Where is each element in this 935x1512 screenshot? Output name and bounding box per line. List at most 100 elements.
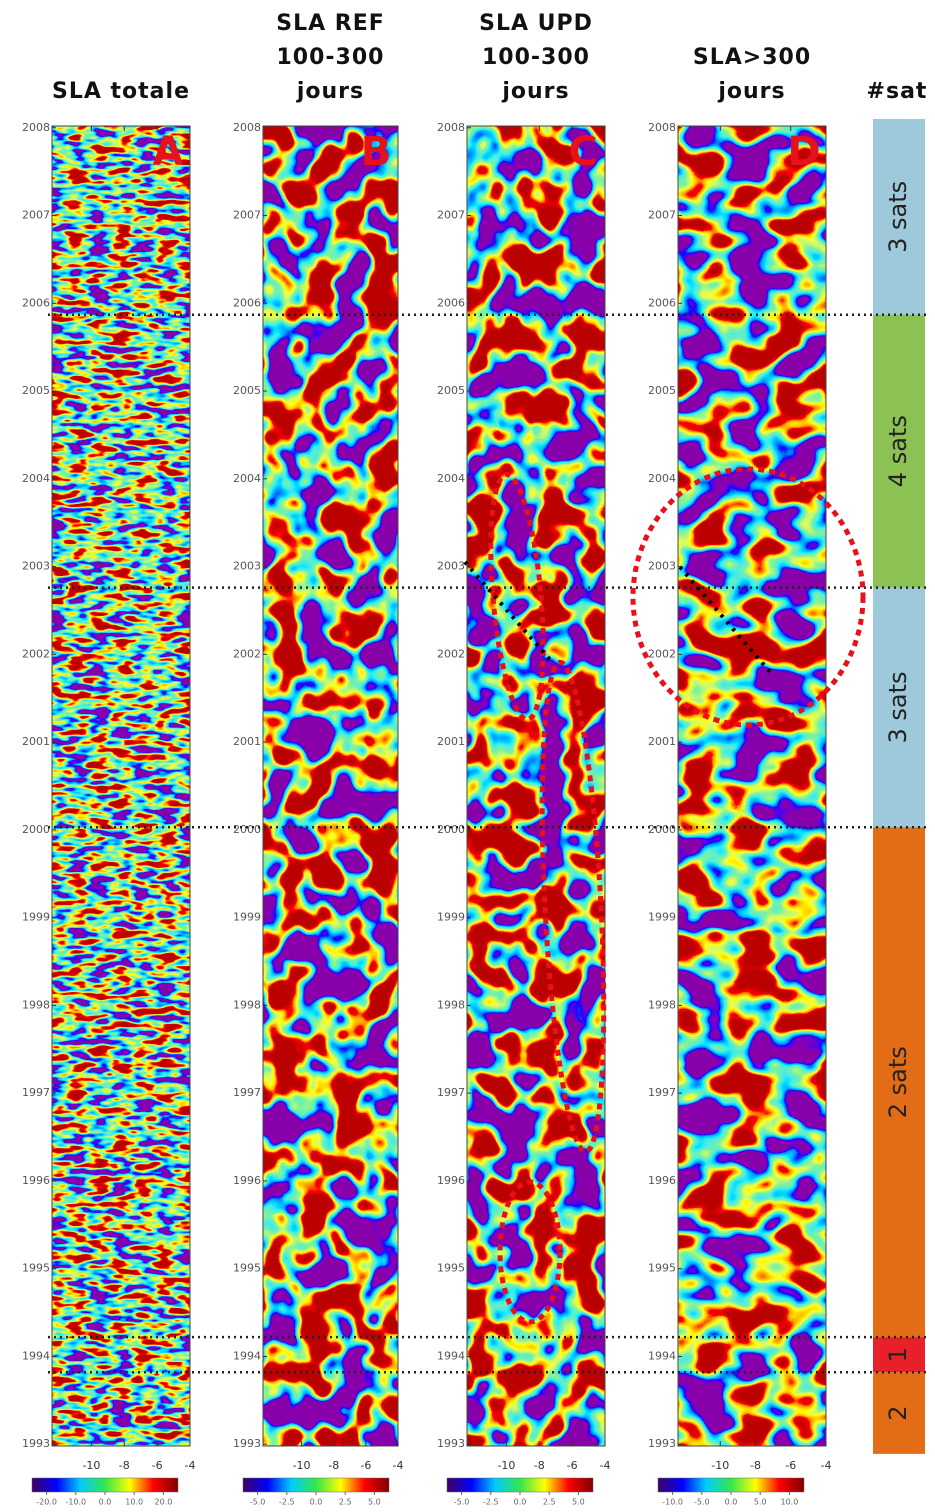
x-tick-label: -8	[328, 1459, 339, 1472]
y-tick-label: 2005	[437, 384, 465, 397]
y-tick-label: 2000	[233, 823, 261, 836]
y-tick-label: 2004	[437, 472, 465, 485]
y-tick-label: 2005	[648, 384, 676, 397]
y-tick-label: 2001	[648, 735, 676, 748]
panel-title: 100-300	[277, 45, 385, 70]
panel-title: SLA UPD	[479, 11, 593, 36]
y-tick-label: 1996	[437, 1174, 465, 1187]
colorbar-tick-label: 2.5	[339, 1498, 352, 1507]
y-tick-label: 1997	[437, 1086, 465, 1099]
x-tick-label: -6	[152, 1459, 163, 1472]
y-tick-label: 1995	[648, 1262, 676, 1275]
colorbar-tick-label: 5.0	[754, 1498, 767, 1507]
y-tick-label: 2007	[648, 209, 676, 222]
panel-title: SLA>300	[693, 45, 811, 70]
panel-letter: C	[568, 129, 597, 175]
y-tick-label: 1998	[437, 998, 465, 1011]
colorbar-tick-label: -5.0	[250, 1498, 266, 1507]
y-tick-label: 2001	[233, 735, 261, 748]
colorbar-tick-label: -10.0	[65, 1498, 86, 1507]
sat-title: #sat	[867, 79, 928, 104]
panel-title: jours	[501, 79, 569, 104]
y-tick-label: 1999	[437, 911, 465, 924]
heatmap-field	[467, 126, 605, 1446]
y-tick-label: 2002	[233, 647, 261, 660]
panel-letter: B	[361, 129, 392, 175]
colorbar-tick-label: 0.0	[514, 1498, 527, 1507]
y-tick-label: 1995	[233, 1262, 261, 1275]
y-tick-label: 1998	[233, 998, 261, 1011]
y-tick-label: 2007	[22, 209, 50, 222]
y-tick-label: 2006	[233, 296, 261, 309]
y-tick-label: 1995	[22, 1262, 50, 1275]
y-tick-label: 1999	[648, 911, 676, 924]
panels: SLA totaleA20082007200620052004200320022…	[22, 11, 831, 1507]
y-tick-label: 2008	[648, 121, 676, 134]
colorbar-tick-label: -5.0	[694, 1498, 710, 1507]
colorbar-tick-label: -10.0	[662, 1498, 683, 1507]
y-tick-label: 2005	[22, 384, 50, 397]
colorbar-tick-label: 5.0	[572, 1498, 585, 1507]
y-tick-label: 1993	[22, 1437, 50, 1450]
y-tick-label: 2008	[233, 121, 261, 134]
y-tick-label: 1993	[648, 1437, 676, 1450]
sat-label: 3 sats	[884, 181, 912, 253]
x-tick-label: -10	[82, 1459, 100, 1472]
y-tick-label: 1998	[648, 998, 676, 1011]
y-tick-label: 1999	[233, 911, 261, 924]
y-tick-label: 2003	[437, 560, 465, 573]
y-tick-label: 2002	[22, 647, 50, 660]
y-tick-label: 2002	[437, 647, 465, 660]
y-tick-label: 1996	[233, 1174, 261, 1187]
colorbar	[658, 1478, 804, 1492]
y-tick-label: 2007	[233, 209, 261, 222]
colorbar-tick-label: 10.0	[780, 1498, 798, 1507]
y-tick-label: 2006	[648, 296, 676, 309]
y-tick-label: 2006	[437, 296, 465, 309]
heatmap-field	[678, 126, 826, 1446]
y-tick-label: 2003	[22, 560, 50, 573]
sat-label: 1	[884, 1347, 912, 1362]
x-tick-label: -6	[360, 1459, 371, 1472]
y-tick-label: 1994	[437, 1349, 465, 1362]
sat-label: 4 sats	[884, 415, 912, 487]
panel-title: SLA REF	[276, 11, 385, 36]
colorbar-tick-label: 10.0	[125, 1498, 143, 1507]
panel-letter: D	[787, 129, 820, 175]
colorbar	[32, 1478, 178, 1492]
y-tick-label: 2006	[22, 296, 50, 309]
x-tick-label: -4	[185, 1459, 196, 1472]
y-tick-label: 2004	[233, 472, 261, 485]
colorbar-tick-label: 2.5	[543, 1498, 556, 1507]
y-tick-label: 1994	[233, 1349, 261, 1362]
y-tick-label: 2003	[233, 560, 261, 573]
sat-label: 3 sats	[884, 671, 912, 743]
panel-title: jours	[717, 79, 785, 104]
x-tick-label: -8	[534, 1459, 545, 1472]
panel: SLA totaleA20082007200620052004200320022…	[22, 79, 195, 1507]
panel-title: 100-300	[482, 45, 590, 70]
x-tick-label: -6	[785, 1459, 796, 1472]
heatmap-field	[52, 126, 190, 1446]
y-tick-label: 2005	[233, 384, 261, 397]
x-tick-label: -8	[750, 1459, 761, 1472]
colorbar-tick-label: 20.0	[154, 1498, 172, 1507]
y-tick-label: 1996	[648, 1174, 676, 1187]
x-tick-label: -4	[821, 1459, 832, 1472]
sat-label: 2	[884, 1405, 912, 1420]
x-tick-label: -10	[711, 1459, 729, 1472]
y-tick-label: 2002	[648, 647, 676, 660]
y-tick-label: 1996	[22, 1174, 50, 1187]
y-tick-label: 2000	[437, 823, 465, 836]
y-tick-label: 1997	[233, 1086, 261, 1099]
colorbar-tick-label: -5.0	[454, 1498, 470, 1507]
colorbar-tick-label: 5.0	[368, 1498, 381, 1507]
y-tick-label: 1997	[22, 1086, 50, 1099]
colorbar-tick-label: -2.5	[279, 1498, 295, 1507]
panel: SLA REF 100-300 jours B 2008 2007 2006 2005 2004…	[233, 11, 403, 1507]
colorbar-tick-label: 0.0	[99, 1498, 112, 1507]
y-tick-label: 1995	[437, 1262, 465, 1275]
panel-title: jours	[296, 79, 364, 104]
x-tick-label: -4	[393, 1459, 404, 1472]
x-tick-label: -6	[567, 1459, 578, 1472]
